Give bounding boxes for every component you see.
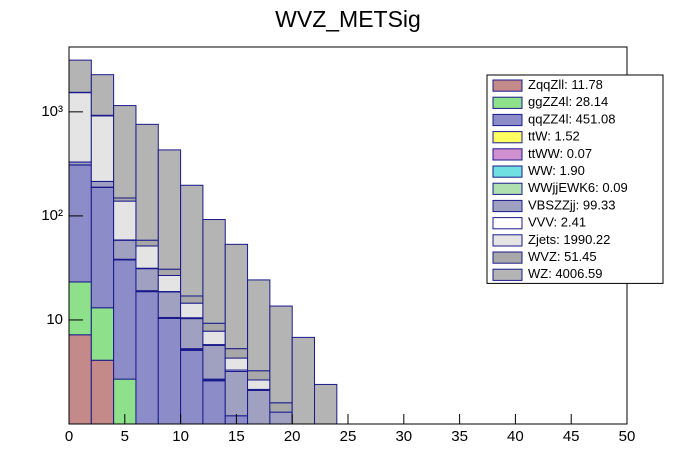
histogram-bar [247, 379, 271, 390]
histogram-bar [157, 291, 182, 318]
histogram-bar [247, 279, 271, 372]
histogram-bar [180, 184, 204, 297]
histogram-bar [90, 74, 115, 116]
chart-title: WVZ_METSig [275, 6, 421, 32]
x-tick-label: 15 [228, 428, 245, 445]
legend-swatch [492, 182, 523, 195]
x-tick-label: 5 [121, 428, 129, 445]
histogram-bar [180, 302, 204, 319]
histogram-bar [68, 92, 92, 163]
legend-label: WWjjEWK6: 0.09 [528, 180, 628, 195]
y-tick-label: 10³ [41, 103, 63, 120]
x-tick-label: 25 [340, 428, 357, 445]
legend-swatch [492, 199, 523, 213]
histogram-bar [157, 268, 182, 276]
histogram-bar [202, 380, 226, 425]
legend-swatch [492, 96, 523, 109]
histogram-bar [224, 243, 249, 350]
histogram-bar [135, 123, 159, 241]
legend-label: ttW: 1.52 [528, 129, 580, 144]
legend-swatch [492, 217, 523, 230]
legend-label: ttWW: 0.07 [528, 146, 592, 161]
x-tick-label: 40 [507, 428, 524, 445]
histogram-bar [314, 383, 338, 425]
legend-box [486, 74, 664, 284]
histogram-bar [68, 281, 92, 336]
histogram-bar [135, 268, 159, 292]
legend-label: qqZZ4l: 451.08 [528, 111, 615, 126]
histogram-bar [90, 186, 115, 309]
legend: ZqqZll: 11.78 ggZZ4l: 28.14 qqZZ4l: 451.08… [486, 74, 664, 284]
histogram-bar [113, 200, 137, 241]
legend-swatch [492, 268, 523, 281]
histogram-bar [180, 349, 204, 425]
histogram-bar [269, 411, 293, 425]
histogram-bar [269, 305, 293, 404]
histogram-bar [224, 348, 249, 359]
histogram-bar [113, 239, 137, 260]
x-tick-label: 30 [395, 428, 412, 445]
x-tick-label: 0 [65, 428, 73, 445]
legend-swatch [492, 251, 523, 264]
histogram-bar [224, 370, 249, 417]
histogram-bar [90, 181, 115, 188]
histogram-bar [202, 344, 226, 380]
x-tick-label: 35 [451, 428, 468, 445]
legend-swatch [492, 148, 523, 161]
histogram-bar [202, 322, 226, 332]
legend-label: ggZZ4l: 28.14 [528, 94, 608, 109]
histogram-bar [291, 336, 316, 425]
legend-swatch [492, 234, 523, 247]
histogram-bar [202, 219, 226, 324]
histogram-bar [135, 239, 159, 247]
legend-label: VVV: 2.41 [528, 215, 586, 230]
histogram-bar [247, 389, 271, 425]
legend-label: WZ: 4006.59 [528, 266, 602, 281]
histogram-bar [180, 295, 204, 304]
legend-label: Zjets: 1990.22 [528, 232, 610, 247]
x-tick-label: 45 [563, 428, 580, 445]
x-tick-label: 10 [172, 428, 189, 445]
histogram-bar [135, 291, 159, 425]
y-tick-label: 10² [41, 207, 63, 224]
legend-label: VBSZZjj: 99.33 [528, 197, 615, 212]
histogram-bar [68, 164, 92, 283]
histogram-bar [90, 307, 115, 361]
histogram-bar [157, 149, 182, 270]
histogram-bar [68, 334, 92, 425]
x-tick-label: 20 [284, 428, 301, 445]
histogram-bar [157, 274, 182, 293]
histogram-bar [180, 318, 204, 350]
legend-label: WW: 1.90 [528, 163, 585, 178]
histogram-bar [90, 359, 115, 425]
legend-label: WVZ: 51.45 [528, 249, 597, 264]
histogram-bar [135, 245, 159, 269]
histogram-bar [90, 115, 115, 182]
histogram-bar [113, 259, 137, 380]
histogram-bar [224, 357, 249, 371]
legend-swatch [492, 165, 523, 178]
x-tick-label: 50 [619, 428, 636, 445]
histogram-bar [202, 330, 226, 346]
legend-swatch [492, 79, 523, 92]
histogram-bar [113, 105, 137, 199]
legend-label: ZqqZll: 11.78 [528, 77, 603, 92]
histogram-bar [68, 59, 92, 93]
y-tick-label: 10 [46, 311, 63, 328]
histogram-bar [269, 402, 293, 413]
histogram-bar [157, 317, 182, 425]
histogram-bar [247, 370, 271, 381]
legend-swatch [492, 131, 523, 144]
legend-swatch [492, 113, 523, 127]
